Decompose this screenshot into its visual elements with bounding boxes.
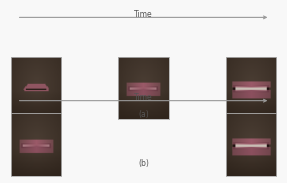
Text: Time: Time — [134, 10, 153, 19]
Text: Time: Time — [134, 93, 153, 102]
Text: (b): (b) — [138, 159, 149, 168]
Text: (a): (a) — [138, 110, 149, 119]
